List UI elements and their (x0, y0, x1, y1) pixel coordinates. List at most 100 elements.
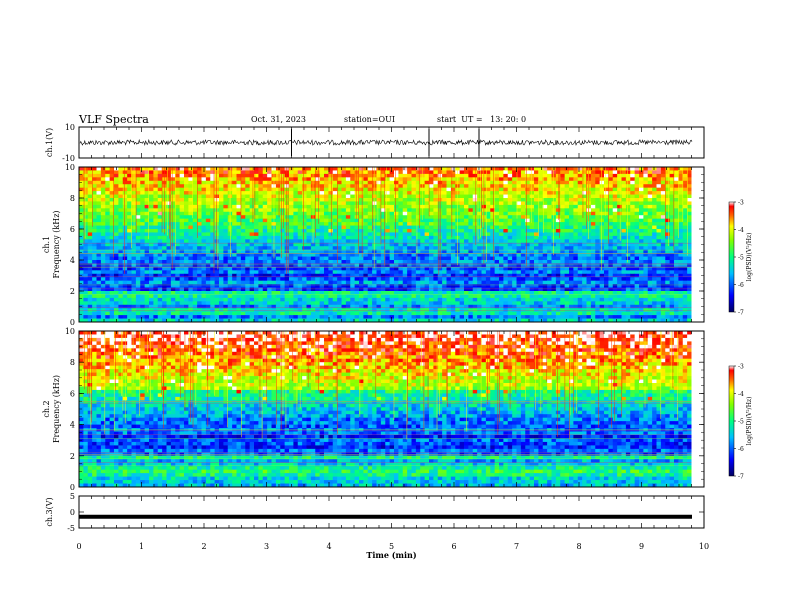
spectrogram-cell (201, 177, 207, 182)
spectrogram-cell (83, 225, 89, 230)
spectrogram-cell (503, 249, 509, 254)
spectrogram-cell (394, 225, 399, 230)
spectrogram-cell (236, 263, 242, 268)
spectrogram-cell (472, 273, 478, 278)
spectrogram-cell (367, 229, 373, 233)
spectrogram-cell (617, 204, 622, 209)
spectrogram-cell (354, 225, 360, 230)
spectrogram-cell (520, 177, 526, 182)
spectrogram-cell (590, 215, 596, 220)
spectrogram-cell (127, 204, 132, 209)
spectrogram-cell (376, 184, 382, 189)
spectrogram-cell (359, 208, 364, 213)
spectrogram-cell (564, 270, 570, 275)
spectrogram-cell (595, 201, 601, 206)
spectrogram-cell (499, 260, 504, 264)
spectrogram-cell (188, 253, 194, 257)
spectrogram-cell (499, 249, 504, 254)
spectrogram-cell (442, 211, 447, 216)
spectrogram-cell (682, 239, 688, 244)
spectrogram-cell (512, 266, 517, 271)
spectrogram-cell (494, 256, 500, 261)
spectrogram-cell (674, 242, 679, 247)
spectrogram-cell (573, 211, 579, 216)
spectrogram-cell (639, 201, 644, 206)
spectrogram-cell (83, 170, 89, 175)
spectrogram-cell (223, 201, 229, 206)
spectrogram-cell (184, 198, 189, 202)
spectrogram-cell (608, 273, 614, 278)
spectrogram-cell (555, 225, 561, 230)
spectrogram-cell (140, 180, 146, 185)
spectrogram-cell (424, 167, 430, 171)
spectrogram-cell (534, 198, 539, 202)
spectrogram-cell (569, 204, 574, 209)
spectrogram-cell (582, 239, 587, 244)
spectrogram-cell (245, 208, 251, 213)
spectrogram-cell (450, 187, 456, 192)
spectrogram-cell (223, 222, 229, 226)
spectrogram-cell (656, 232, 662, 237)
spectrogram-cell (289, 187, 294, 192)
spectrogram-cell (267, 270, 272, 275)
spectrogram-cell (420, 208, 426, 213)
spectrogram-cell (354, 180, 360, 185)
spectrogram-cell (507, 266, 513, 271)
spectrogram-cell (534, 187, 539, 192)
spectrogram-cell (547, 180, 552, 185)
spectrogram-cell (415, 184, 421, 189)
spectrogram-cell (525, 187, 531, 192)
spectrogram-cell (359, 198, 364, 202)
spectrogram-cell (468, 266, 474, 271)
spectrogram-cell (446, 260, 452, 264)
spectrogram-cell (306, 211, 312, 216)
spectrogram-cell (411, 266, 417, 271)
spectrogram-cell (573, 229, 579, 233)
spectrogram-cell (687, 194, 692, 199)
spectrogram-cell (179, 222, 185, 226)
spectrogram-cell (525, 198, 531, 202)
spectrogram-cell (529, 266, 535, 271)
spectrogram-cell (569, 263, 574, 268)
spectrogram-cell (429, 232, 434, 237)
spectrogram-cell (96, 225, 102, 230)
spectrogram-cell (612, 277, 618, 282)
spectrogram-cell (538, 173, 544, 178)
spectrogram-cell (630, 270, 636, 275)
spectrogram-cell (656, 260, 662, 264)
spectrogram-cell (306, 201, 312, 206)
spectrogram-cell (634, 173, 640, 178)
spectrogram-cell (652, 222, 657, 226)
spectrogram-cell (516, 191, 522, 195)
spectrogram-cell (612, 270, 618, 275)
spectrogram-cell (341, 177, 347, 182)
spectrogram-cell (617, 225, 622, 230)
spectrogram-cell (109, 177, 115, 182)
spectrogram-cell (363, 256, 369, 261)
spectrogram-cell (372, 191, 377, 195)
spectrogram-cell (639, 273, 644, 278)
spectrogram-cell (363, 180, 369, 185)
spectrogram-cell (324, 215, 329, 220)
spectrogram-cell (459, 187, 465, 192)
spectrogram-cell (424, 173, 430, 178)
spectrogram-cell (485, 201, 491, 206)
spectrogram-cell (306, 204, 312, 209)
spectrogram-cell (512, 211, 517, 216)
spectrogram-cell (166, 208, 172, 213)
spectrogram-cell (621, 253, 627, 257)
spectrogram-cell (284, 242, 290, 247)
spectrogram-cell (153, 225, 159, 230)
spectrogram-cell (214, 191, 220, 195)
spectrogram-cell (267, 184, 272, 189)
spectrogram-cell (547, 184, 552, 189)
spectrogram-cell (87, 204, 93, 209)
spectrogram-cell (468, 263, 474, 268)
spectrogram-cell (153, 218, 159, 223)
spectrogram-cell (503, 191, 509, 195)
spectrogram-cell (87, 177, 93, 182)
spectrogram-cell (442, 201, 447, 206)
spectrogram-cell (341, 218, 347, 223)
spectrogram-cell (236, 177, 242, 182)
spectrogram-cell (363, 260, 369, 264)
